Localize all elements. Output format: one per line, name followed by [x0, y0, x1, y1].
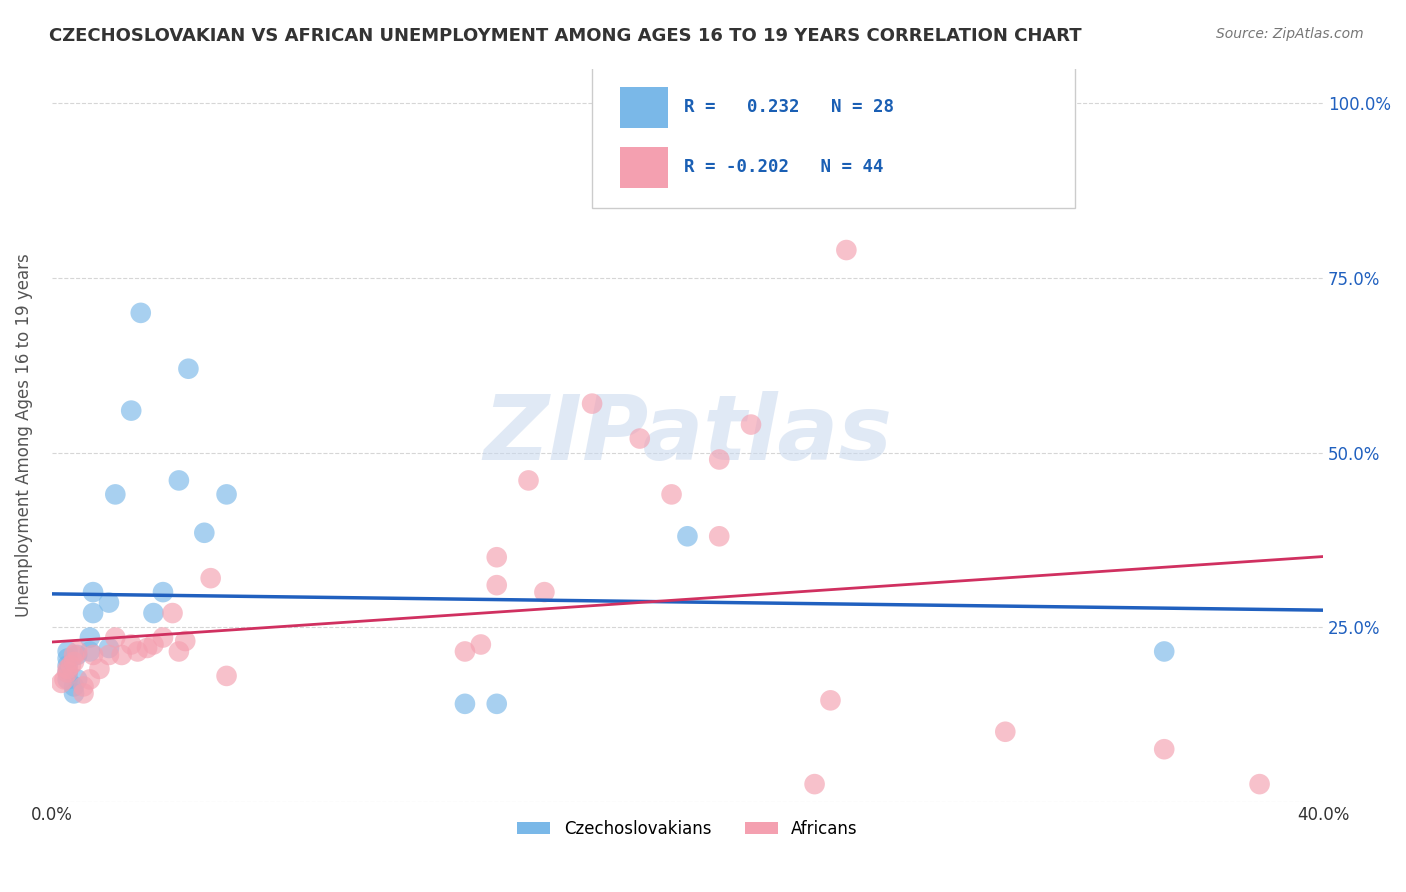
Legend: Czechoslovakians, Africans: Czechoslovakians, Africans — [510, 814, 865, 845]
Point — [63, 655, 86, 669]
Point — [167, 474, 190, 488]
Point — [162, 606, 184, 620]
Point — [66, 673, 89, 687]
Point — [470, 638, 492, 652]
Point — [53, 673, 76, 687]
Point — [56, 644, 79, 658]
Text: ZIPatlas: ZIPatlas — [482, 391, 891, 479]
Point — [66, 644, 89, 658]
Point — [152, 631, 174, 645]
Point — [111, 648, 134, 662]
Point — [136, 640, 159, 655]
Text: R =   0.232   N = 28: R = 0.232 N = 28 — [683, 98, 894, 116]
Point — [72, 686, 94, 700]
Point — [454, 697, 477, 711]
Point — [142, 638, 165, 652]
Point — [174, 634, 197, 648]
Point — [82, 648, 104, 662]
Point — [104, 631, 127, 645]
Point — [56, 665, 79, 680]
Point — [1153, 644, 1175, 658]
Point — [104, 487, 127, 501]
Point — [79, 673, 101, 687]
Point — [581, 397, 603, 411]
Point — [177, 361, 200, 376]
Point — [142, 606, 165, 620]
Point — [193, 525, 215, 540]
Point — [120, 403, 142, 417]
Bar — [620, 147, 668, 187]
Point — [56, 658, 79, 673]
Point — [97, 640, 120, 655]
Point — [152, 585, 174, 599]
Point — [485, 578, 508, 592]
Text: Source: ZipAtlas.com: Source: ZipAtlas.com — [1216, 27, 1364, 41]
Text: R = -0.202   N = 44: R = -0.202 N = 44 — [683, 159, 883, 177]
Point — [127, 644, 149, 658]
Point — [79, 631, 101, 645]
Point — [485, 550, 508, 565]
Point — [89, 662, 111, 676]
Point — [994, 724, 1017, 739]
Point — [1153, 742, 1175, 756]
Point — [215, 669, 238, 683]
Point — [661, 487, 683, 501]
Point — [533, 585, 555, 599]
Point — [517, 474, 540, 488]
Point — [120, 638, 142, 652]
Point — [63, 686, 86, 700]
Point — [56, 673, 79, 687]
Point — [200, 571, 222, 585]
Point — [803, 777, 825, 791]
Text: CZECHOSLOVAKIAN VS AFRICAN UNEMPLOYMENT AMONG AGES 16 TO 19 YEARS CORRELATION CH: CZECHOSLOVAKIAN VS AFRICAN UNEMPLOYMENT … — [49, 27, 1081, 45]
Point — [97, 596, 120, 610]
Point — [167, 644, 190, 658]
Point — [215, 487, 238, 501]
Point — [56, 662, 79, 676]
Point — [97, 648, 120, 662]
FancyBboxPatch shape — [592, 65, 1076, 208]
Point — [79, 644, 101, 658]
Point — [676, 529, 699, 543]
Point — [709, 529, 731, 543]
Point — [63, 679, 86, 693]
Point — [66, 648, 89, 662]
Point — [835, 243, 858, 257]
Point — [628, 432, 651, 446]
Point — [56, 665, 79, 680]
Point — [59, 658, 82, 673]
Point — [72, 679, 94, 693]
Bar — [620, 87, 668, 128]
Point — [1249, 777, 1271, 791]
Point — [82, 606, 104, 620]
Point — [820, 693, 842, 707]
Point — [709, 452, 731, 467]
Point — [485, 697, 508, 711]
Point — [56, 651, 79, 665]
Point — [740, 417, 762, 432]
Y-axis label: Unemployment Among Ages 16 to 19 years: Unemployment Among Ages 16 to 19 years — [15, 253, 32, 617]
Point — [51, 676, 73, 690]
Point — [82, 585, 104, 599]
Point — [454, 644, 477, 658]
Point — [63, 648, 86, 662]
Point — [129, 306, 152, 320]
